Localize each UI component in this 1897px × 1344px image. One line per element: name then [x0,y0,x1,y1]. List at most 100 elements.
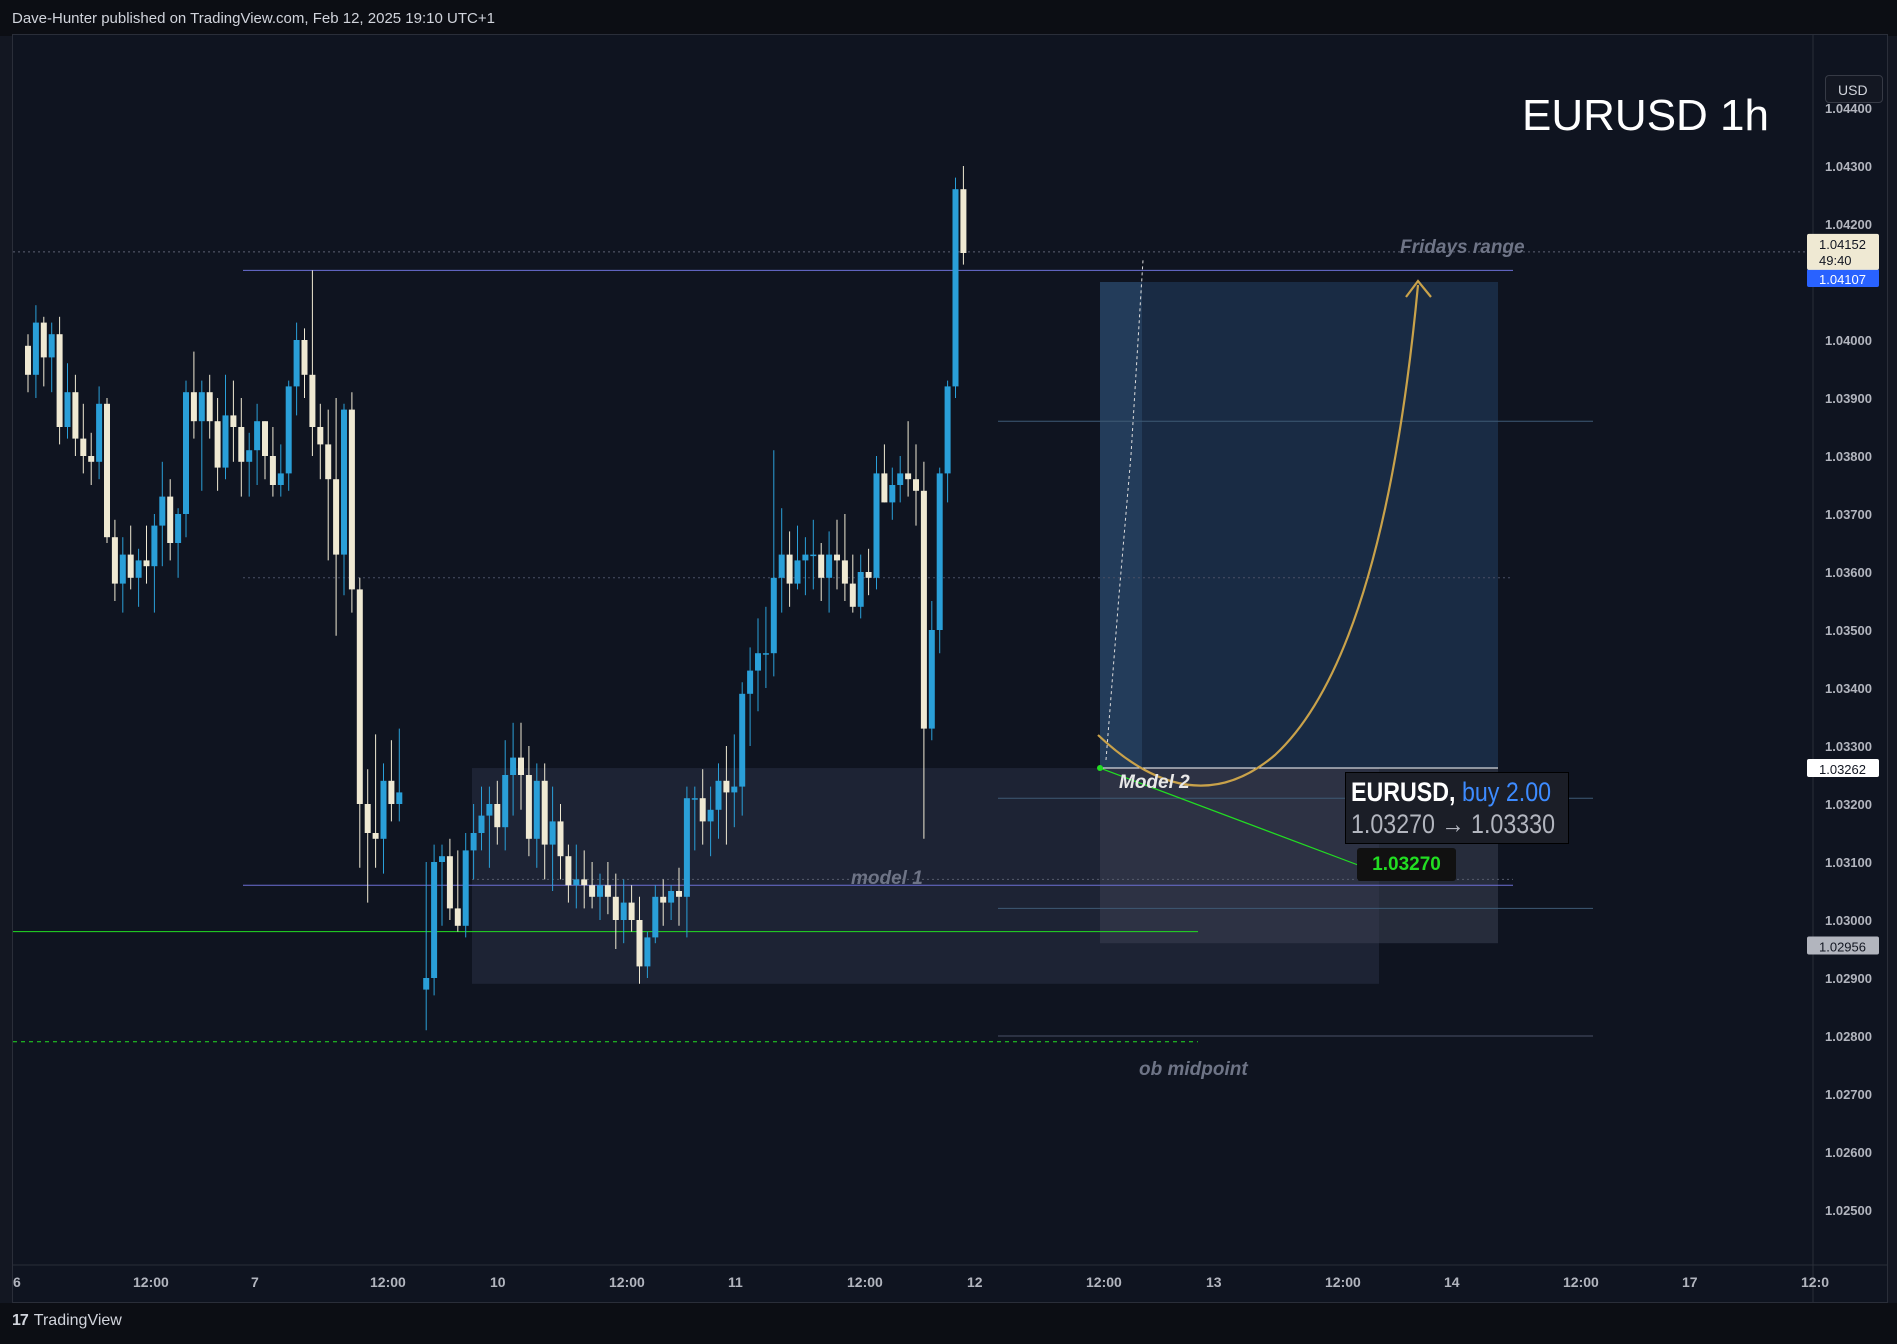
candle-bull [510,757,517,775]
stop-level-tag-text: 1.02956 [1819,940,1866,955]
trade-position-box[interactable]: EURUSD, buy 2.00 1.03270 → 1.03330 [1345,772,1569,844]
candle-bear [364,804,371,833]
candle-bear [143,560,150,567]
candle-bull [549,821,556,845]
candle-bull [897,473,904,485]
publish-bar: Dave-Hunter published on TradingView.com… [0,0,1897,36]
candle-bear [454,908,461,926]
entry-level-tag-text: 1.03262 [1819,762,1866,777]
candle-bull [135,560,142,578]
x-tick-label: 6 [13,1274,21,1290]
y-tick-label: 1.04400 [1825,101,1872,116]
candle-bull [396,792,403,804]
y-tick-label: 1.03000 [1825,913,1872,928]
candle-bull [597,885,603,897]
x-tick-label: 12:00 [1086,1274,1122,1290]
candle-bull [32,322,39,375]
candle-bear [127,554,134,578]
candle-bear [604,885,611,897]
candle-bear [905,473,912,480]
candle-bull [936,473,943,630]
candle-bull [246,450,253,462]
projection-curve [1097,284,1420,787]
x-tick-label: 12 [967,1274,983,1290]
x-tick-label: 7 [251,1274,259,1290]
candle-bear [88,456,95,462]
candle-bull [222,415,229,468]
candle-bear [262,421,268,456]
candle-bear [841,560,848,584]
chart-canvas[interactable]: 1.04400 1.04300 1.04200 1.04000 1.03900 1.038… [13,35,1887,1302]
candle-bear [818,554,825,578]
candle-bull [198,392,205,422]
candle-bear [565,856,572,886]
candle-bear [348,409,355,590]
y-tick-label: 1.03500 [1825,623,1872,638]
candle-bull [462,850,469,926]
candle-bear [676,891,682,897]
candle-bull [183,392,189,514]
profit-zone [1100,282,1498,769]
trade-route: 1.03270 → 1.03330 [1351,809,1555,839]
y-tick-label: 1.02500 [1825,1203,1872,1218]
candle-bull [254,421,261,451]
y-tick-label: 1.03800 [1825,449,1872,464]
currency-button[interactable]: USD [1825,75,1883,103]
y-tick-label: 1.02600 [1825,1145,1872,1160]
candle-bull [478,815,485,833]
candle-bull [731,786,738,793]
candle-bull [439,856,445,862]
candle-bull [668,891,675,903]
candle-bull [573,879,580,886]
x-tick-label: 12:00 [370,1274,406,1290]
candle-bear [40,322,47,358]
candle-bull [889,485,896,503]
candle-bear [612,896,619,920]
candle-bear [557,821,564,857]
candle-bear [518,757,524,775]
current-price-tag-text: 49:40 [1819,253,1852,268]
chart-frame[interactable]: 1.04400 1.04300 1.04200 1.04000 1.03900 1.038… [12,34,1888,1303]
entry-link-line [1099,767,1359,866]
candle-bull [794,560,801,584]
y-tick-label: 1.04300 [1825,159,1872,174]
publish-info: Dave-Hunter published on TradingView.com… [12,10,495,27]
tradingview-logo[interactable]: 17 TradingView [12,1312,122,1330]
candle-bear [325,444,332,480]
x-tick-label: 12:00 [1325,1274,1361,1290]
candle-bear [317,427,324,445]
candle-bear [238,427,245,462]
x-tick-label: 17 [1682,1274,1698,1290]
blue-price-tag-text: 1.04107 [1819,272,1866,287]
stop-level-tag-bg [1807,936,1879,955]
candle-bull [502,775,509,828]
candle-bull [423,978,430,990]
candle-bull [952,189,959,387]
candle-bear [269,456,276,485]
candle-bull [64,392,71,427]
blue-price-tag-bg [1807,268,1879,287]
candle-bear [865,572,872,578]
candle-bear [881,473,888,503]
candle-bear [920,490,927,729]
candle-bull [159,496,166,526]
candle-bull [928,630,935,729]
x-tick-label: 11 [728,1274,743,1290]
candle-bull [293,340,300,387]
ob-midpoint-label: ob midpoint [1139,1059,1248,1080]
candle-bear [849,583,856,607]
candle-bear [589,885,596,897]
model-2-label: Model 2 [1119,772,1190,793]
x-tick-label: 13 [1206,1274,1222,1290]
active-range-zone [1100,282,1142,769]
y-tick-label: 1.03700 [1825,507,1872,522]
candle-bear [214,421,221,468]
candle-bear [960,189,967,253]
candle-bull [802,554,809,561]
candle-bear [56,334,63,427]
projection-arrow-icon [1405,279,1432,298]
entry-price-tag[interactable]: 1.03270 [1357,848,1456,881]
candle-bull [533,780,540,839]
candle-bear [636,920,643,967]
candle-bull [715,780,722,810]
